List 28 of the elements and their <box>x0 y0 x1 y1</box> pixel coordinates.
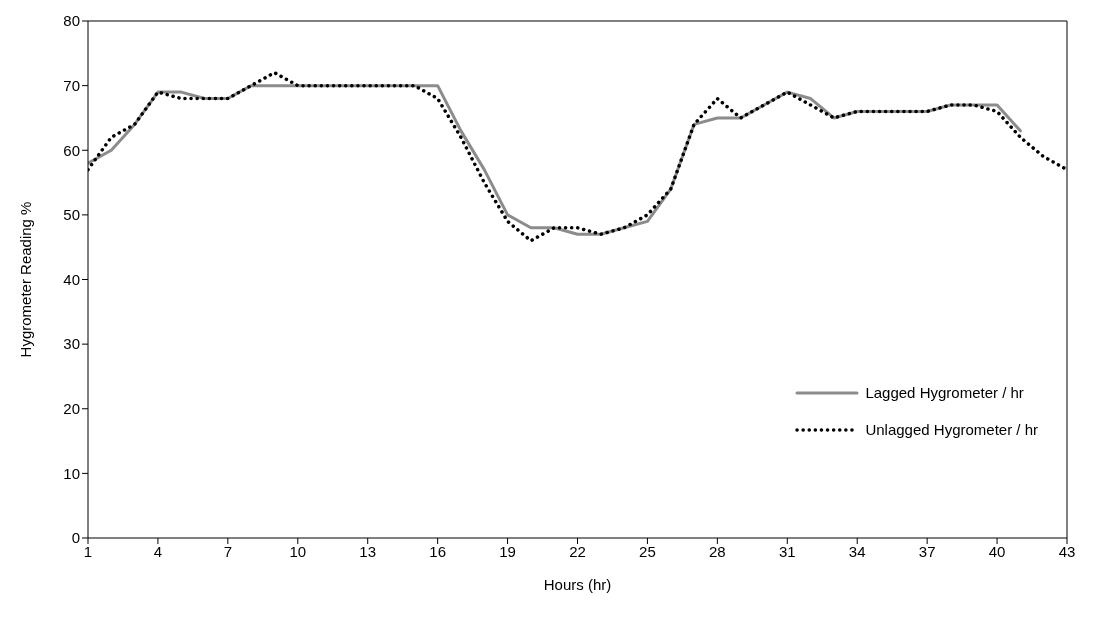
x-tick-label: 10 <box>289 542 307 560</box>
legend-label: Lagged Hygrometer / hr <box>865 384 1024 401</box>
x-tick-label: 7 <box>223 542 233 560</box>
y-tick-label: 60 <box>63 141 80 159</box>
y-tick-label: 20 <box>63 400 80 418</box>
y-tick-label: 0 <box>71 529 80 547</box>
x-axis-title: Hours (hr) <box>543 576 612 593</box>
x-tick-label: 1 <box>83 542 93 560</box>
x-tick-label: 31 <box>778 542 796 560</box>
x-tick-label: 37 <box>918 542 936 560</box>
x-tick-label: 43 <box>1058 542 1076 560</box>
legend-label: Unlagged Hygrometer / hr <box>865 421 1038 438</box>
y-tick-label: 80 <box>63 12 80 30</box>
x-tick-label: 40 <box>988 542 1006 560</box>
x-tick-label: 25 <box>639 542 656 560</box>
y-axis-title: Hygrometer Reading % <box>17 201 35 358</box>
y-tick-label: 70 <box>63 76 80 94</box>
x-tick-label: 4 <box>153 542 163 560</box>
y-tick-label: 40 <box>63 270 80 288</box>
y-tick-label: 10 <box>63 464 80 482</box>
y-tick-label: 30 <box>63 335 80 353</box>
y-tick-label: 50 <box>63 206 80 224</box>
x-tick-label: 34 <box>848 542 866 560</box>
x-tick-label: 13 <box>359 542 377 560</box>
x-tick-label: 16 <box>429 542 446 560</box>
x-tick-label: 19 <box>499 542 516 560</box>
x-tick-label: 28 <box>709 542 726 560</box>
x-tick-label: 22 <box>569 542 586 560</box>
